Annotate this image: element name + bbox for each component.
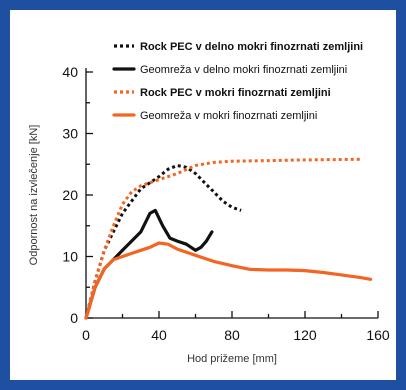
line-chart: Rock PEC v delno mokri finozrnati zemlji… (28, 41, 390, 365)
series-layer (84, 157, 373, 320)
y-tick-label: 10 (62, 249, 78, 265)
legend: Rock PEC v delno mokri finozrnati zemlji… (112, 41, 363, 122)
axes: 0 10 20 30 40 0 40 80 120 160 (62, 64, 389, 343)
series-line-4 (84, 241, 373, 320)
series-line-1 (84, 164, 242, 319)
y-tick-label: 20 (62, 187, 78, 203)
x-tick-label: 120 (293, 327, 317, 343)
series-line-3 (84, 157, 360, 319)
x-tick-label: 80 (224, 327, 240, 343)
y-tick-label: 0 (70, 310, 78, 326)
x-axis-title: Hod prižeme [mm] (187, 353, 277, 365)
series-line-2 (84, 208, 214, 320)
y-tick-label: 40 (62, 64, 78, 80)
legend-label-2: Geomreža v delno mokri finozrnati zemlji… (140, 64, 347, 76)
y-axis-title: Odpornost na izvlečenje [kN] (28, 125, 40, 266)
legend-label-3: Rock PEC v mokri finozrnati zemljini (140, 87, 331, 99)
legend-label-1: Rock PEC v delno mokri finozrnati zemlji… (140, 41, 363, 53)
legend-label-4: Geomreža v mokri finozrnati zemljini (140, 110, 317, 122)
x-tick-label: 40 (151, 327, 167, 343)
x-tick-label: 0 (82, 327, 90, 343)
chart-panel: Rock PEC v delno mokri finozrnati zemlji… (10, 10, 396, 380)
x-tick-label: 160 (366, 327, 390, 343)
y-tick-label: 30 (62, 126, 78, 142)
